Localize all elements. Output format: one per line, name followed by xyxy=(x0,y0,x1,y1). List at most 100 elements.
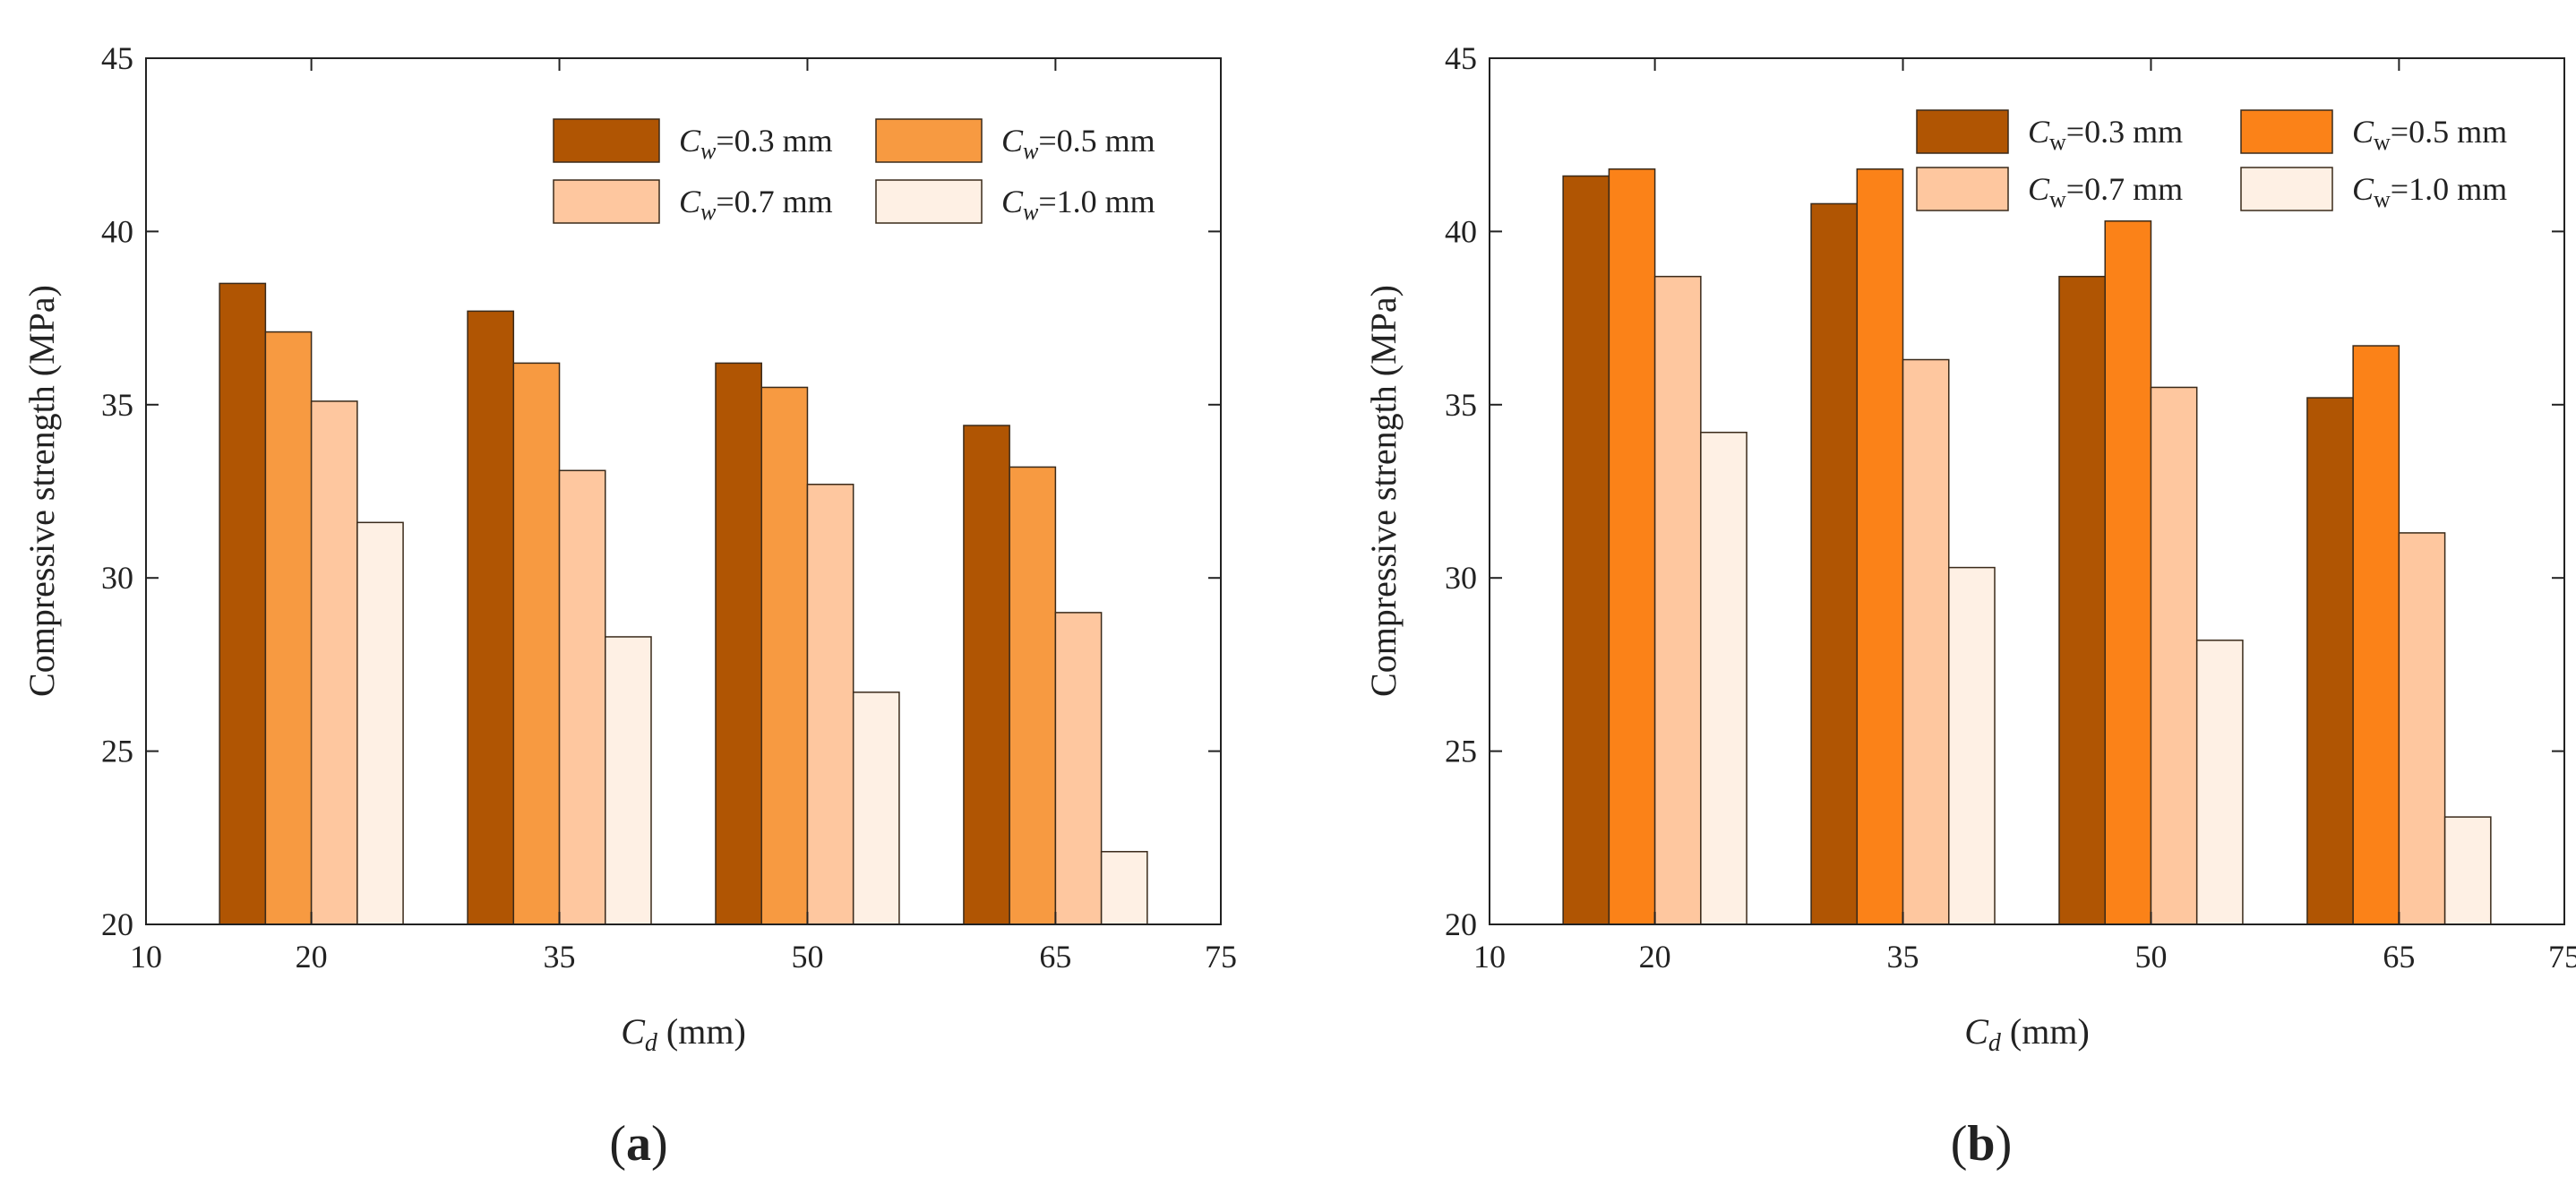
y-tick-label: 45 xyxy=(101,40,133,76)
x-tick-label: 75 xyxy=(1205,939,1237,975)
legend-rest: =0.7 mm xyxy=(2066,171,2183,207)
legend-swatch xyxy=(1916,109,2009,154)
legend-sub: w xyxy=(2374,186,2391,212)
x-tick-label: 20 xyxy=(1639,939,1671,975)
legend-rest: =1.0 mm xyxy=(2391,171,2507,207)
legend-sub: w xyxy=(700,138,717,164)
y-tick-label: 40 xyxy=(101,213,133,249)
x-axis-title: Cd (mm) xyxy=(621,1011,746,1057)
x-tick-label: 65 xyxy=(2383,939,2415,975)
legend-sym: C xyxy=(679,123,701,159)
x-tick-label: 50 xyxy=(791,939,823,975)
x-axis-title-sub: d xyxy=(1988,1029,2002,1057)
panel-label: (b) xyxy=(1951,1116,2012,1172)
panel-label-close: ) xyxy=(1996,1116,2013,1172)
x-tick-label: 35 xyxy=(544,939,576,975)
legend-swatch xyxy=(2240,167,2333,211)
legend-sym: C xyxy=(2028,171,2050,207)
bar-a-s1-c2 xyxy=(760,386,809,925)
bar-b-s3-c3 xyxy=(2443,816,2492,925)
x-axis-title-var: C xyxy=(1964,1011,1989,1052)
legend-rest: =0.5 mm xyxy=(2391,114,2507,150)
legend-label: Cw=0.5 mm xyxy=(2352,114,2507,155)
legend-rest: =1.0 mm xyxy=(1038,184,1155,219)
x-tick-label: 75 xyxy=(2548,939,2576,975)
y-axis-title: Compressive strength (MPa) xyxy=(1363,285,1404,697)
legend-sym: C xyxy=(1001,184,1024,219)
bar-b-s2-c3 xyxy=(2398,532,2446,925)
x-tick-label: 35 xyxy=(1887,939,1919,975)
x-axis-title: Cd (mm) xyxy=(1964,1011,2090,1057)
legend-rest: =0.7 mm xyxy=(716,184,832,219)
y-tick-label: 30 xyxy=(1445,560,1477,596)
legend-sub: w xyxy=(2049,129,2066,155)
y-tick-label: 30 xyxy=(101,560,133,596)
panel-label: (a) xyxy=(609,1116,667,1172)
bar-a-s2-c3 xyxy=(1054,612,1103,925)
bar-a-s3-c0 xyxy=(356,521,404,925)
plot-frame xyxy=(145,57,1222,925)
bar-a-s3-c2 xyxy=(852,691,900,925)
x-tick-label: 20 xyxy=(296,939,328,975)
bar-a-s0-c2 xyxy=(715,362,762,925)
x-axis-title-unit: (mm) xyxy=(657,1011,746,1052)
panel-label-open: ( xyxy=(1951,1116,1968,1172)
legend-label: Cw=0.3 mm xyxy=(2028,114,2183,155)
bar-b-s1-c0 xyxy=(1608,168,1656,925)
legend-swatch xyxy=(2240,109,2333,154)
bar-a-s2-c0 xyxy=(310,400,358,925)
bar-a-s1-c3 xyxy=(1009,466,1057,925)
bar-a-s0-c1 xyxy=(467,310,515,925)
legend-sub: w xyxy=(2049,186,2066,212)
legend-label: Cw=0.5 mm xyxy=(1001,123,1155,164)
legend-label: Cw=1.0 mm xyxy=(1001,184,1155,225)
panel-label-open: ( xyxy=(609,1116,626,1172)
legend-label: Cw=0.3 mm xyxy=(679,123,833,164)
bar-b-s1-c1 xyxy=(1856,168,1904,925)
bar-b-s2-c2 xyxy=(2150,386,2198,925)
legend-swatch xyxy=(553,179,660,224)
x-axis-title-unit: (mm) xyxy=(2001,1011,2090,1052)
y-tick-label: 45 xyxy=(1445,40,1477,76)
x-tick-label: 65 xyxy=(1039,939,1071,975)
bar-b-s3-c2 xyxy=(2195,640,2244,925)
legend-sym: C xyxy=(2352,114,2374,150)
legend-sym: C xyxy=(1001,123,1024,159)
legend-sym: C xyxy=(679,184,701,219)
legend-rest: =0.3 mm xyxy=(2066,114,2183,150)
y-tick-label: 20 xyxy=(101,906,133,942)
legend-sym: C xyxy=(2028,114,2050,150)
bar-a-s3-c3 xyxy=(1100,851,1148,925)
bar-b-s0-c0 xyxy=(1562,175,1610,925)
legend-swatch xyxy=(553,118,660,163)
bar-a-s2-c1 xyxy=(558,469,606,925)
bar-b-s2-c1 xyxy=(1902,358,1950,925)
bar-a-s0-c3 xyxy=(963,425,1010,925)
legend-sub: w xyxy=(1023,138,1039,164)
bar-b-s0-c1 xyxy=(1810,202,1859,925)
plot-frame xyxy=(1489,57,2565,925)
x-tick-label: 50 xyxy=(2134,939,2167,975)
bar-b-s2-c0 xyxy=(1653,275,1702,925)
bar-a-s1-c0 xyxy=(264,331,313,925)
legend-label: Cw=1.0 mm xyxy=(2352,171,2507,212)
bar-b-s0-c2 xyxy=(2058,275,2106,925)
y-tick-label: 25 xyxy=(1445,734,1477,769)
legend-sub: w xyxy=(2374,129,2391,155)
y-tick-label: 35 xyxy=(101,387,133,423)
legend-rest: =0.5 mm xyxy=(1038,123,1155,159)
bar-b-s3-c1 xyxy=(1948,566,1996,925)
bar-b-s0-c3 xyxy=(2306,397,2354,925)
bar-b-s1-c3 xyxy=(2352,345,2400,925)
legend-rest: =0.3 mm xyxy=(716,123,832,159)
legend-sym: C xyxy=(2352,171,2374,207)
bar-a-s0-c0 xyxy=(219,282,267,925)
legend-sub: w xyxy=(1023,199,1039,225)
legend-label: Cw=0.7 mm xyxy=(2028,171,2183,212)
bar-b-s3-c0 xyxy=(1700,431,1747,925)
